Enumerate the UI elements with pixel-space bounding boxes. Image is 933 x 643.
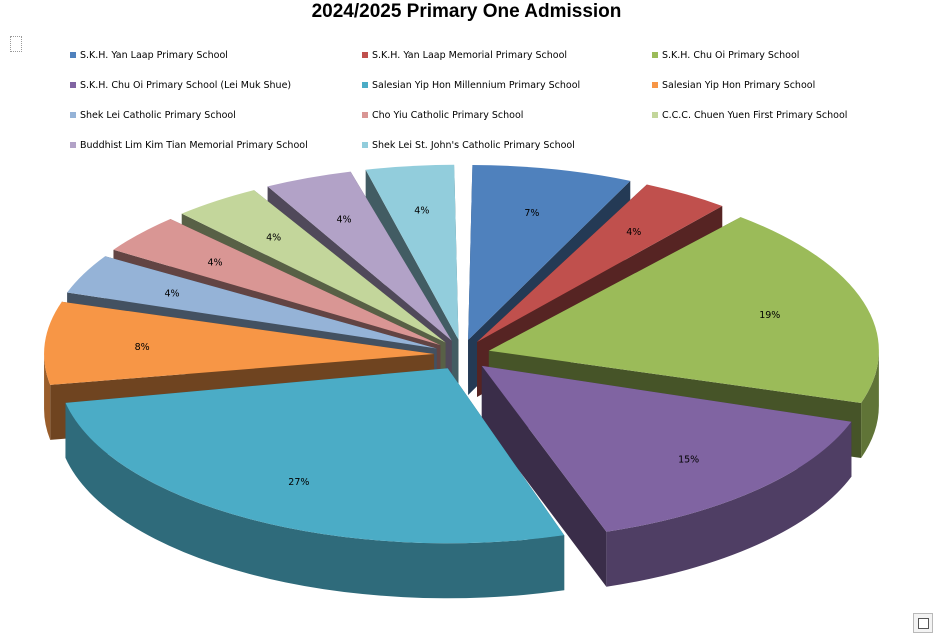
- legend-swatch: [70, 51, 76, 58]
- pie-slice-top: [267, 171, 452, 341]
- pie-slice-top: [113, 218, 441, 346]
- legend-swatch: [70, 111, 76, 118]
- pie-slice-top: [488, 217, 879, 403]
- sheet-icon[interactable]: [913, 613, 933, 633]
- legend-item: S.K.H. Chu Oi Primary School: [652, 50, 799, 62]
- legend-swatch: [362, 51, 368, 58]
- legend-label: Buddhist Lim Kim Tian Memorial Primary S…: [80, 140, 308, 151]
- legend-swatch: [362, 81, 368, 88]
- legend-item: Buddhist Lim Kim Tian Memorial Primary S…: [70, 140, 308, 152]
- legend-label: S.K.H. Chu Oi Primary School (Lei Muk Sh…: [80, 80, 292, 91]
- legend-swatch: [652, 81, 658, 88]
- pie-slice: [65, 368, 565, 599]
- pie-slice-label: 4%: [266, 232, 281, 243]
- pie-slice-label: 4%: [164, 289, 179, 300]
- pie-slice-side: [65, 402, 565, 599]
- pie-slice-top: [477, 184, 723, 342]
- legend-label: S.K.H. Yan Laap Memorial Primary School: [372, 50, 568, 61]
- pie-slice-label: 7%: [524, 208, 539, 219]
- legend-label: Shek Lei Catholic Primary School: [80, 110, 236, 121]
- pie-slice-top: [67, 256, 437, 349]
- pie-slice-top: [365, 164, 459, 340]
- pie-slice-top: [468, 164, 631, 340]
- pie-slice-top: [481, 365, 852, 532]
- legend-swatch: [652, 51, 658, 58]
- chart-frame-marker: [10, 36, 22, 52]
- pie-slice: [481, 365, 852, 587]
- legend-label: S.K.H. Chu Oi Primary School: [662, 50, 800, 61]
- legend-swatch: [70, 141, 76, 148]
- legend-label: Cho Yiu Catholic Primary School: [372, 110, 524, 121]
- pie-slice-label: 4%: [208, 258, 223, 269]
- sheet-icon-glyph: [918, 618, 929, 629]
- pie-slice-label: 19%: [759, 310, 780, 321]
- pie-slice-label: 15%: [678, 455, 699, 466]
- legend-item: C.C.C. Chuen Yuen First Primary School: [652, 110, 847, 122]
- pie-slice-top: [65, 368, 565, 544]
- legend-label: Salesian Yip Hon Millennium Primary Scho…: [372, 80, 581, 91]
- pie-slice-top: [44, 301, 435, 385]
- legend-swatch: [362, 111, 368, 118]
- legend-swatch: [362, 141, 368, 148]
- pie-slice-wall: [481, 365, 607, 587]
- pie-slice-label: 4%: [626, 227, 641, 238]
- pie-slice-top: [181, 190, 446, 343]
- pie-slice-label: 4%: [336, 215, 351, 226]
- legend-label: C.C.C. Chuen Yuen First Primary School: [662, 110, 848, 121]
- legend-item: Salesian Yip Hon Primary School: [652, 80, 815, 92]
- legend-item: Cho Yiu Catholic Primary School: [362, 110, 523, 122]
- pie-slice-side: [861, 350, 879, 458]
- legend-item: S.K.H. Yan Laap Primary School: [70, 50, 228, 62]
- legend-item: Shek Lei Catholic Primary School: [70, 110, 236, 122]
- pie-slice-label: 8%: [135, 342, 150, 353]
- legend-swatch: [652, 111, 658, 118]
- pie-slice-label: 27%: [288, 477, 309, 488]
- legend-label: S.K.H. Yan Laap Primary School: [80, 50, 228, 61]
- legend-item: S.K.H. Yan Laap Memorial Primary School: [362, 50, 567, 62]
- chart-title: 2024/2025 Primary One Admission: [311, 1, 622, 22]
- legend-label: Shek Lei St. John's Catholic Primary Sch…: [372, 140, 575, 151]
- legend-label: Salesian Yip Hon Primary School: [662, 80, 816, 91]
- pie-slice-label: 4%: [414, 206, 429, 217]
- pie-slice-side: [44, 354, 51, 440]
- legend-item: Shek Lei St. John's Catholic Primary Sch…: [362, 140, 575, 152]
- legend-item: Salesian Yip Hon Millennium Primary Scho…: [362, 80, 580, 92]
- legend-item: S.K.H. Chu Oi Primary School (Lei Muk Sh…: [70, 80, 291, 92]
- pie-slice-side: [606, 421, 852, 587]
- legend-swatch: [70, 81, 76, 88]
